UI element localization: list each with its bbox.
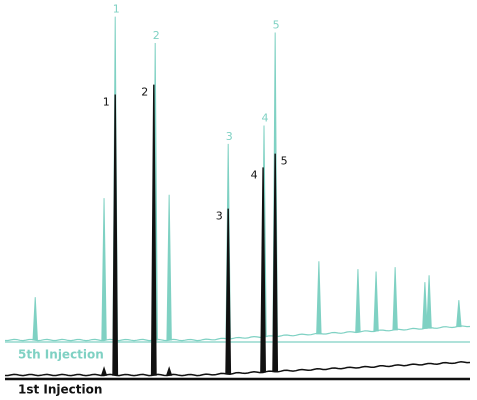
peak [225, 208, 232, 375]
baseline [5, 361, 471, 377]
peak-label: 2 [141, 86, 148, 99]
peak [316, 261, 322, 335]
peak [355, 269, 361, 333]
peak [456, 300, 462, 328]
peak [166, 194, 172, 341]
peak [260, 167, 266, 373]
peak-label: 4 [262, 111, 269, 124]
peak [165, 366, 173, 376]
peak [32, 297, 38, 341]
peak [373, 271, 379, 332]
peak [101, 198, 107, 341]
peak [150, 84, 157, 376]
peak [426, 275, 432, 329]
baseline [5, 325, 471, 342]
peak [392, 267, 398, 331]
peak-label: 3 [216, 210, 223, 223]
peak [100, 366, 108, 376]
legend-label: 5th Injection [18, 348, 104, 362]
peak-label: 4 [251, 168, 258, 181]
peak [422, 282, 428, 329]
peak-label: 1 [113, 3, 120, 16]
peak-label: 5 [273, 19, 280, 32]
peak-label: 3 [226, 130, 233, 143]
peak-label: 1 [103, 96, 110, 109]
legend-label: 1st Injection [18, 383, 102, 397]
peak-label: 2 [153, 29, 160, 42]
peak-label: 5 [281, 155, 288, 168]
peak [272, 153, 279, 373]
peak [112, 94, 119, 376]
